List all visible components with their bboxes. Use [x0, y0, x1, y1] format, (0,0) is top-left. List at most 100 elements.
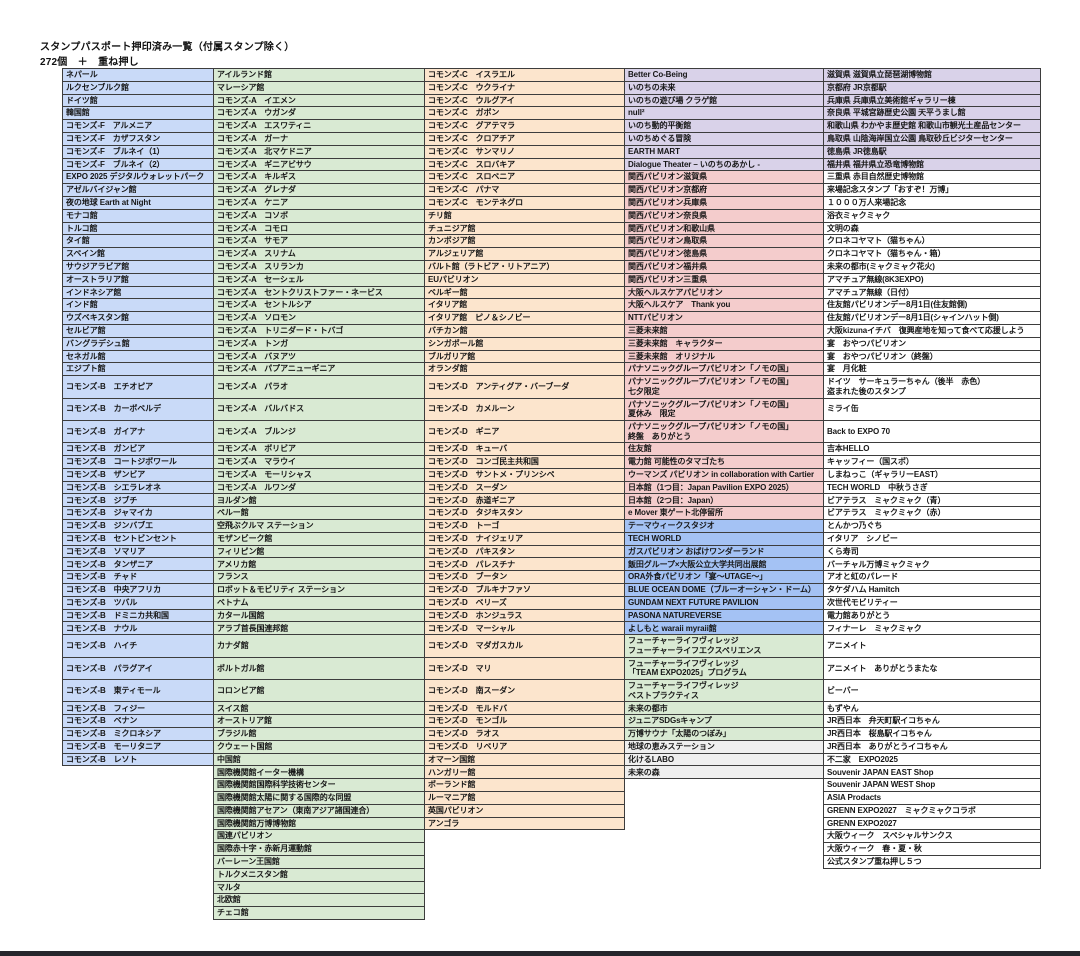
cell: 公式スタンプ重ね押し５つ: [823, 854, 1041, 869]
cell: JR西日本 ありがとうイコちゃん: [823, 739, 1041, 754]
cell: コモンズ-B レソト: [62, 752, 214, 767]
cell: コモンズ-D ナイジェリア: [424, 531, 625, 546]
cell: コモンズ-A マラウイ: [213, 455, 425, 469]
cell: コモンズ-B セントビンセント: [62, 531, 214, 546]
cell: e Mover 東ゲート北停留所: [624, 506, 824, 521]
cell: コモンズ-B ガンビア: [62, 442, 214, 457]
cell: 飯田グループ×大阪公立大学共同出展館: [624, 557, 824, 572]
cell: コモンズ-C パナマ: [424, 183, 625, 197]
cell: パナソニックグループパビリオン「ノモの国」 七夕限定: [624, 375, 824, 399]
cell: コモンズ-B ハイチ: [62, 634, 214, 658]
cell: JR西日本 桜島駅イコちゃん: [823, 727, 1041, 741]
cell: 大阪kizunaイチバ 復興産地を知って食べて応援しよう: [823, 323, 1041, 338]
cell: コモンズ-A セーシェル: [213, 272, 425, 287]
cell: １０００万人来場記念: [823, 195, 1041, 210]
cell: イタリア シノビー: [823, 531, 1041, 546]
cell: BLUE OCEAN DOME（ブルーオーシャン・ドーム）: [624, 583, 824, 597]
cell: キャッフィー（国スポ）: [823, 455, 1041, 469]
cell: ハンガリー館: [424, 765, 625, 780]
cell: コモンズ-C モンテネグロ: [424, 195, 625, 210]
cell: コモンズ-A トリニダード・トバゴ: [213, 323, 425, 338]
cell: ガスパビリオン おばけワンダーランド: [624, 544, 824, 559]
cell: パナソニックグループパビリオン「ノモの国」: [624, 362, 824, 377]
cell: 国連パビリオン: [213, 829, 425, 844]
cell: ロボット＆モビリティ ステーション: [213, 583, 425, 597]
cell: GRENN EXPO2027: [823, 816, 1041, 831]
cell: 宴 おやつパビリオン（終盤）: [823, 349, 1041, 364]
cell: 国際機関館国際科学技術センター: [213, 778, 425, 792]
cell: オーストラリア館: [62, 272, 214, 287]
cell: 国際機関館万博博物館: [213, 816, 425, 831]
cell: コモンズ-B ザンビア: [62, 467, 214, 482]
cell: ポーランド館: [424, 778, 625, 792]
cell: セネガル館: [62, 349, 214, 364]
cell: イタリア館 ピノ＆シノビー: [424, 311, 625, 325]
cell: 英国パビリオン: [424, 803, 625, 818]
cell: フィナーレ ミャクミャク: [823, 621, 1041, 636]
cell: チュニジア館: [424, 221, 625, 236]
cell: コモンズ-A キルギス: [213, 170, 425, 185]
cell: コモンズ-B ドミニカ共和国: [62, 608, 214, 623]
cell: 鳥取県 山陰海岸国立公園 鳥取砂丘ビジターセンター: [823, 131, 1041, 146]
cell: アンゴラ: [424, 816, 625, 831]
cell: コモンズ-B ジャマイカ: [62, 506, 214, 521]
cell: ビアテラス ミャクミャク（赤）: [823, 506, 1041, 521]
cell: 大阪ウィーク スペシャルサンクス: [823, 829, 1041, 844]
cell: コモンズ-B モーリタニア: [62, 739, 214, 754]
cell: 夜の地球 Earth at Night: [62, 195, 214, 210]
cell: タイ館: [62, 234, 214, 249]
cell: コモンズ-D リベリア: [424, 739, 625, 754]
cell: イタリア館: [424, 298, 625, 313]
cell: バングラデシュ館: [62, 336, 214, 351]
cell: 関西パビリオン京都府: [624, 183, 824, 197]
cell: アイルランド館: [213, 68, 425, 82]
cell: ミライ缶: [823, 397, 1041, 421]
cell: 次世代モビリティー: [823, 595, 1041, 610]
cell: コモンズ-C サンマリノ: [424, 144, 625, 159]
cell: Back to EXPO 70: [823, 419, 1041, 444]
cell: ブラジル館: [213, 727, 425, 741]
cell: 関西パビリオン奈良県: [624, 208, 824, 223]
cell: ビーバー: [823, 679, 1041, 703]
cell: コモンズ-D マリ: [424, 656, 625, 681]
bottom-bar: [0, 951, 1080, 956]
cell: セルビア館: [62, 323, 214, 338]
cell: 徳島県 JR徳島駅: [823, 144, 1041, 159]
cell: いのちの遊び場 クラゲ館: [624, 93, 824, 108]
cell: アニメイト: [823, 634, 1041, 658]
cell: モナコ館: [62, 208, 214, 223]
cell: 滋賀県 滋賀県立琵琶湖博物館: [823, 68, 1041, 82]
cell: コモンズ-B ナウル: [62, 621, 214, 636]
cell: ベトナム: [213, 595, 425, 610]
cell: コモンズ-B ジブチ: [62, 493, 214, 508]
cell: コモンズ-B コートジボワール: [62, 455, 214, 469]
cell: コモンズ-A ギニアビサウ: [213, 157, 425, 172]
cell: 関西パビリオン福井県: [624, 259, 824, 274]
cell: シンガポール館: [424, 336, 625, 351]
cell: 地球の恵みステーション: [624, 739, 824, 754]
cell: パナソニックグループパビリオン「ノモの国」 夏休み 限定: [624, 397, 824, 421]
cell: 国際機関館イーター機構: [213, 765, 425, 780]
cell: エジプト館: [62, 362, 214, 377]
cell: NTTパビリオン: [624, 311, 824, 325]
cell: 未来の都市: [624, 701, 824, 716]
cell: GUNDAM NEXT FUTURE PAVILION: [624, 595, 824, 610]
cell: コモンズ-C ガボン: [424, 106, 625, 121]
cell: アラブ首長国連邦館: [213, 621, 425, 636]
cell: とんかつ乃ぐち: [823, 519, 1041, 533]
cell: コモンズ-C スロバキア: [424, 157, 625, 172]
cell: 文明の森: [823, 221, 1041, 236]
cell: コモンズ-D 赤道ギニア: [424, 493, 625, 508]
cell: コモンズ-C イスラエル: [424, 68, 625, 82]
cell: ドイツ サーキュラーちゃん（後半 赤色） 盗まれた後のスタンプ: [823, 375, 1041, 399]
cell: コモンズ-F ブルネイ（2）: [62, 157, 214, 172]
cell: コモンズ-A セントルシア: [213, 298, 425, 313]
cell: コモンズ-A バヌアツ: [213, 349, 425, 364]
cell: 日本館（2つ目：Japan）: [624, 493, 824, 508]
cell: コモンズ-A スリランカ: [213, 259, 425, 274]
cell: バルト館（ラトビア・リトアニア）: [424, 259, 625, 274]
cell: コモンズ-A ソロモン: [213, 311, 425, 325]
cell: コモンズ-B チャド: [62, 570, 214, 585]
cell: 関西パビリオン三重県: [624, 272, 824, 287]
